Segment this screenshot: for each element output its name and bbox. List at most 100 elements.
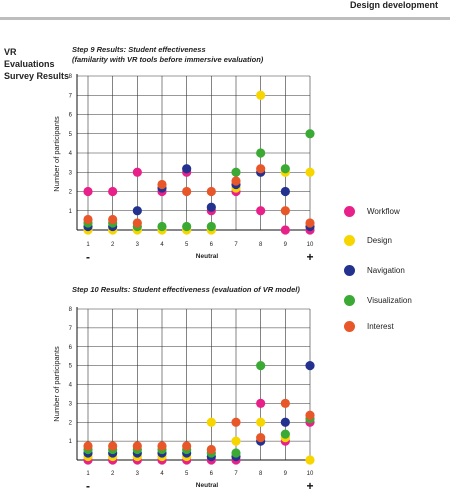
legend-item-design: Design <box>344 235 392 246</box>
chart2-xlabel: Neutral <box>196 482 219 489</box>
chart1-x-min-label: - <box>86 250 90 264</box>
chart2-point-visualization <box>231 448 241 458</box>
chart1-ytick-label: 1 <box>69 209 73 215</box>
chart1-ytick-label: 7 <box>69 93 73 99</box>
chart1-xtick-label: 7 <box>234 242 238 248</box>
legend-dot-icon <box>344 295 355 306</box>
chart1-ytick-label: 2 <box>69 190 73 196</box>
chart2-x-max-label: + <box>306 479 313 493</box>
chart1-point-visualization <box>182 221 192 232</box>
legend-label: Design <box>367 236 392 245</box>
chart1-point-workflow <box>108 186 118 197</box>
chart2-point-visualization <box>280 429 290 439</box>
legend-dot-icon <box>344 235 355 246</box>
chart2-point-interest <box>256 433 266 443</box>
chart1-point-workflow <box>132 167 142 177</box>
chart2-xtick-label: 9 <box>284 471 288 477</box>
chart1-ylabel: Number of participants <box>52 116 61 192</box>
chart1-xtick-label: 3 <box>136 242 140 248</box>
chart2-xtick-label: 10 <box>307 471 314 477</box>
legend-item-navigation: Navigation <box>344 265 405 276</box>
section-title-line: Evaluations <box>4 59 55 69</box>
section-title-line: Survey Results <box>4 71 70 81</box>
chart1-point-interest <box>305 218 315 228</box>
chart2-title-line: Step 10 Results: Student effectiveness (… <box>72 285 300 294</box>
chart2-xtick-label: 5 <box>185 471 189 477</box>
chart2-ytick-label: 5 <box>69 364 73 370</box>
chart2-point-design <box>231 436 241 446</box>
chart2-point-design <box>256 417 266 427</box>
chart2-ytick-label: 8 <box>69 307 73 313</box>
chart2-point-visualization <box>256 361 266 371</box>
chart1-xlabel: Neutral <box>196 253 219 260</box>
chart2-point-navigation <box>305 361 315 371</box>
chart2-ytick-label: 2 <box>69 420 73 426</box>
chart1-point-workflow <box>83 186 93 197</box>
chart1-point-visualization <box>157 221 167 232</box>
chart2-xtick-label: 2 <box>111 471 115 477</box>
chart1-ytick-label: 4 <box>69 151 73 157</box>
section-title: VR Evaluations Survey Results <box>4 46 74 82</box>
chart2-point-design <box>305 455 315 465</box>
chart2-ytick-label: 3 <box>69 401 73 407</box>
chart2-point-interest <box>231 417 241 427</box>
chart1-point-interest <box>231 176 241 186</box>
chart2-ytick-label: 1 <box>69 439 73 445</box>
chart1-point-navigation <box>182 164 192 174</box>
chart1-title: Step 9 Results: Student effectiveness (f… <box>72 45 263 65</box>
chart2-xtick-label: 4 <box>160 471 164 477</box>
chart1-point-interest <box>83 214 93 225</box>
chart2-xtick-label: 7 <box>234 471 238 477</box>
chart2-x-min-label: - <box>86 479 90 493</box>
chart1-point-interest <box>132 218 142 228</box>
chart2-point-workflow <box>256 398 266 408</box>
chart1-point-interest <box>280 206 290 216</box>
page-header-title: Design development <box>349 0 438 10</box>
chart1-point-visualization <box>280 164 290 174</box>
legend-item-workflow: Workflow <box>344 206 400 217</box>
chart2-point-interest <box>305 410 315 420</box>
chart1-point-navigation <box>280 186 290 197</box>
chart1-point-visualization <box>206 221 216 232</box>
legend-dot-icon <box>344 265 355 276</box>
chart1-point-interest <box>182 186 192 197</box>
chart1-point-workflow <box>280 225 290 235</box>
chart2-xtick-label: 8 <box>259 471 263 477</box>
chart1-point-interest <box>206 186 216 197</box>
chart2-ytick-label: 7 <box>69 326 73 332</box>
chart1-ytick-label: 5 <box>69 132 73 138</box>
chart1-ytick-label: 3 <box>69 170 73 176</box>
chart2-point-interest <box>182 441 192 451</box>
legend-label: Interest <box>367 322 394 331</box>
chart1-point-navigation <box>132 206 142 216</box>
chart1-point-workflow <box>256 206 266 216</box>
chart2-point-interest <box>157 441 167 451</box>
chart2-point-interest <box>132 441 142 451</box>
chart2-xtick-label: 1 <box>86 471 90 477</box>
chart1-point-visualization <box>256 148 266 158</box>
chart1-xtick-label: 4 <box>160 242 164 248</box>
chart2-point-interest <box>280 398 290 408</box>
chart1-point-design <box>256 90 266 100</box>
legend-item-visualization: Visualization <box>344 295 412 306</box>
chart2-point-interest <box>206 444 216 455</box>
chart1-title-line: (familarity with VR tools before immersi… <box>72 55 264 64</box>
chart2-point-design <box>206 417 216 427</box>
legend-dot-icon <box>344 321 355 332</box>
chart1-xtick-label: 1 <box>86 242 90 248</box>
chart2-point-navigation <box>280 417 290 427</box>
chart1-point-interest <box>108 214 118 225</box>
chart2-point-interest <box>108 441 118 451</box>
chart2-ylabel: Number of participants <box>52 346 61 422</box>
chart1-xtick-label: 5 <box>185 242 189 248</box>
chart2-title: Step 10 Results: Student effectiveness (… <box>72 285 300 295</box>
legend-label: Workflow <box>367 207 400 216</box>
chart1-ytick-label: 6 <box>69 113 73 119</box>
legend-dot-icon <box>344 206 355 217</box>
chart1-point-visualization <box>231 167 241 177</box>
chart1-xtick-label: 8 <box>259 242 263 248</box>
chart1-xtick-label: 9 <box>284 242 288 248</box>
header-divider <box>0 17 450 20</box>
